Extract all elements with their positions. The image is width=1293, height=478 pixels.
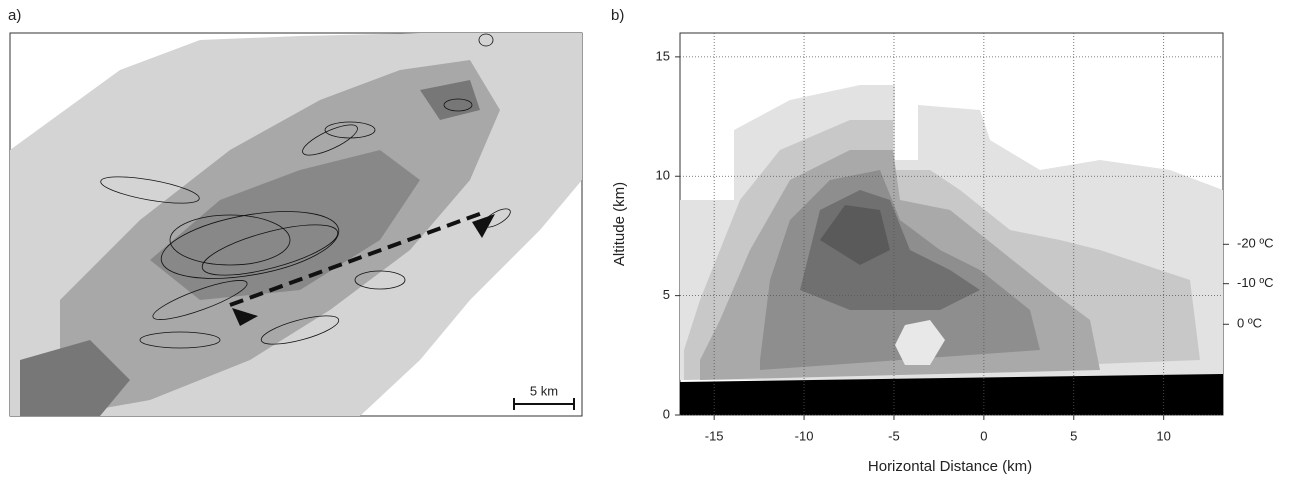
panel-label: a): [8, 7, 21, 24]
scale-bar-label: 5 km: [530, 383, 558, 398]
y-axis-label: Altitude (km): [611, 182, 628, 266]
contour-field: [679, 32, 1224, 416]
x-tick-label: 0: [980, 428, 987, 443]
y-tick-label: 5: [663, 287, 670, 302]
y-tick-label: 10: [656, 168, 670, 183]
y-tick-label: 0: [663, 406, 670, 421]
x-axis-label: Horizontal Distance (km): [868, 458, 1032, 475]
isotherm-label: 0 ºC: [1237, 316, 1262, 331]
panel-label: b): [611, 7, 624, 24]
y-tick-label: 15: [656, 48, 670, 63]
isotherm-label: -10 ºC: [1237, 275, 1274, 290]
x-tick-label: 5: [1070, 428, 1077, 443]
axes: -15 -10 -5 0 5 10 0 5 10 15 -20 ºC -10 ºC 0 ºC: [656, 33, 1274, 443]
x-tick-label: -10: [795, 428, 814, 443]
x-tick-label: 10: [1156, 428, 1170, 443]
x-tick-label: -15: [705, 428, 724, 443]
radar-map: [9, 32, 583, 417]
isotherm-label: -20 ºC: [1237, 236, 1274, 251]
x-tick-label: -5: [888, 428, 900, 443]
